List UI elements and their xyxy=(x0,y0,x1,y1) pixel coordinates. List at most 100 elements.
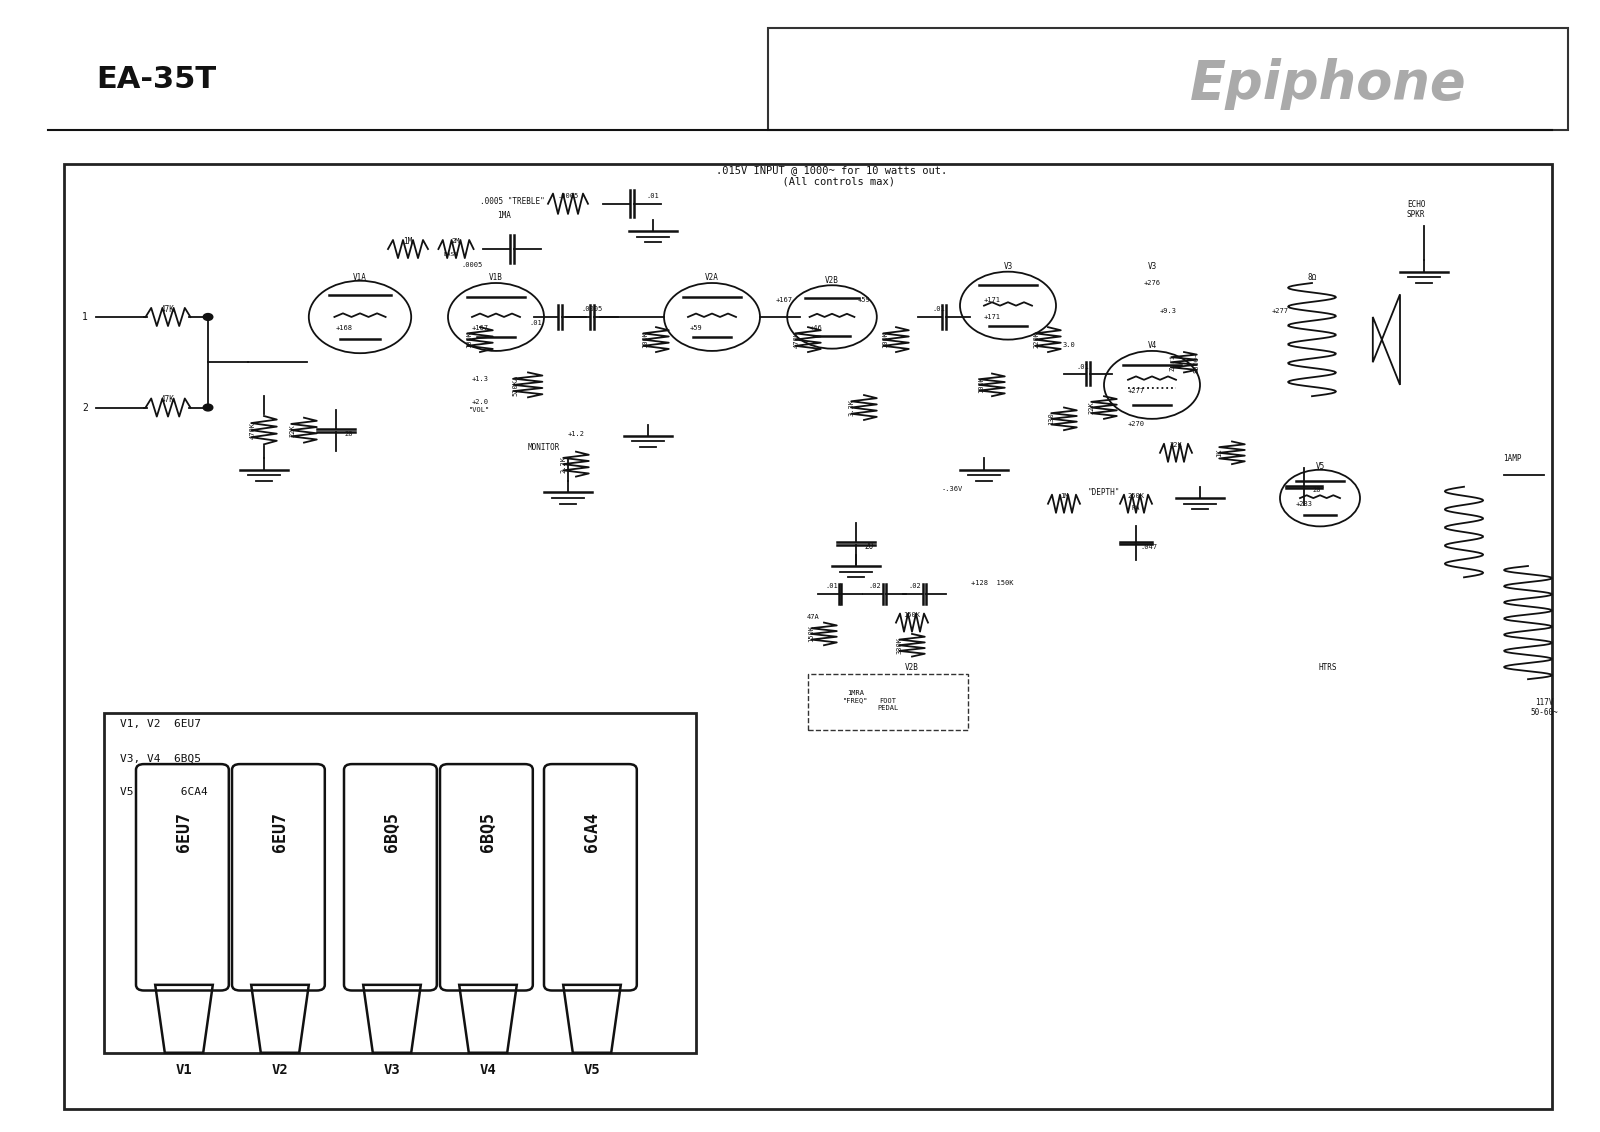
Text: +128  150K: +128 150K xyxy=(971,580,1013,586)
Text: .01: .01 xyxy=(1077,363,1090,370)
Text: +2.0: +2.0 xyxy=(472,398,488,405)
Text: V3: V3 xyxy=(1147,261,1157,271)
Text: 22K: 22K xyxy=(290,423,296,437)
Text: 3.0: 3.0 xyxy=(1062,342,1075,349)
Text: -.36V: -.36V xyxy=(941,486,963,492)
Text: EA-35T: EA-35T xyxy=(96,65,216,94)
Text: +1.3: +1.3 xyxy=(472,376,488,383)
Bar xyxy=(768,28,1568,130)
Text: 6EU7: 6EU7 xyxy=(174,812,194,852)
Text: +171: +171 xyxy=(984,297,1000,303)
Text: 470K: 470K xyxy=(250,421,256,439)
Text: 2M: 2M xyxy=(451,238,461,245)
Text: V5: V5 xyxy=(584,1063,600,1077)
Text: .0005: .0005 xyxy=(557,192,579,199)
Text: 470K: 470K xyxy=(794,331,800,349)
Text: 100K: 100K xyxy=(642,331,648,349)
Text: 130: 130 xyxy=(1048,412,1054,426)
Text: +277: +277 xyxy=(1272,308,1288,315)
Text: 20: 20 xyxy=(864,542,874,551)
Text: 22K: 22K xyxy=(1088,401,1094,414)
Text: V3, V4  6BQ5: V3, V4 6BQ5 xyxy=(120,754,202,763)
FancyBboxPatch shape xyxy=(544,764,637,990)
Text: .02: .02 xyxy=(909,583,922,590)
Text: BASS: BASS xyxy=(443,252,459,257)
Text: V1, V2  6EU7: V1, V2 6EU7 xyxy=(120,720,202,729)
Text: +270: +270 xyxy=(1128,421,1144,428)
Text: +168: +168 xyxy=(336,325,352,332)
Text: 1MA: 1MA xyxy=(498,211,510,220)
Text: .02: .02 xyxy=(869,583,882,590)
Text: .0005 "TREBLE": .0005 "TREBLE" xyxy=(480,197,544,206)
Text: +46: +46 xyxy=(810,325,822,332)
Text: V1B: V1B xyxy=(490,273,502,282)
Text: V3: V3 xyxy=(384,1063,400,1077)
Text: 20: 20 xyxy=(344,430,354,437)
Text: .0005: .0005 xyxy=(581,306,603,312)
Bar xyxy=(104,713,696,1053)
FancyBboxPatch shape xyxy=(136,764,229,990)
Bar xyxy=(808,674,968,730)
Text: .01: .01 xyxy=(933,306,946,312)
Text: 150K: 150K xyxy=(808,625,814,643)
Text: 47K: 47K xyxy=(162,305,174,314)
FancyBboxPatch shape xyxy=(344,764,437,990)
Text: 6BQ5: 6BQ5 xyxy=(478,812,498,852)
Text: 100K: 100K xyxy=(466,331,472,349)
Text: +167: +167 xyxy=(472,325,488,332)
Text: Epiphone: Epiphone xyxy=(1190,58,1466,110)
Text: "VOL": "VOL" xyxy=(469,406,491,413)
Text: +167: +167 xyxy=(776,297,792,303)
Text: 1M: 1M xyxy=(1059,492,1069,499)
Text: 220K: 220K xyxy=(1034,331,1040,349)
Text: +1.2: +1.2 xyxy=(568,430,584,437)
Text: .01: .01 xyxy=(826,583,838,590)
Text: 2: 2 xyxy=(82,403,88,412)
Text: ECHO
SPKR: ECHO SPKR xyxy=(1406,199,1426,220)
Text: 2.2K: 2.2K xyxy=(560,455,566,473)
Text: V4: V4 xyxy=(1147,341,1157,350)
Text: +276: +276 xyxy=(1144,280,1160,286)
Text: .01: .01 xyxy=(530,319,542,326)
Text: V4: V4 xyxy=(480,1063,496,1077)
Text: 6CA4: 6CA4 xyxy=(582,812,602,852)
Text: 6BQ5: 6BQ5 xyxy=(382,812,402,852)
Text: .01: .01 xyxy=(646,192,659,199)
Text: 3.3K: 3.3K xyxy=(848,398,854,417)
Bar xyxy=(64,164,1552,1109)
FancyBboxPatch shape xyxy=(440,764,533,990)
Text: 20: 20 xyxy=(1312,487,1322,494)
Text: 1M: 1M xyxy=(403,237,413,246)
Circle shape xyxy=(203,314,213,320)
Text: Zpri: Zpri xyxy=(1170,353,1176,371)
Text: V2B: V2B xyxy=(826,276,838,285)
Text: 330K: 330K xyxy=(896,636,902,654)
Text: 117V
50-60~: 117V 50-60~ xyxy=(1530,697,1558,718)
Text: FOOT
PEDAL: FOOT PEDAL xyxy=(877,697,899,711)
Text: MONITOR: MONITOR xyxy=(528,443,560,452)
Text: +9.3: +9.3 xyxy=(1160,308,1176,315)
Text: 1K: 1K xyxy=(1216,448,1222,457)
Text: +59: +59 xyxy=(690,325,702,332)
Text: V3: V3 xyxy=(1003,261,1013,271)
Text: V1A: V1A xyxy=(354,273,366,282)
Text: 150K: 150K xyxy=(904,611,920,618)
Text: 1AMP: 1AMP xyxy=(1502,454,1522,463)
Text: 47K: 47K xyxy=(162,395,174,404)
Text: 1MRA
"FREQ": 1MRA "FREQ" xyxy=(843,689,869,703)
Text: "DEPTH": "DEPTH" xyxy=(1088,488,1120,497)
Text: 100K: 100K xyxy=(882,331,888,349)
Text: +283: +283 xyxy=(1296,500,1312,507)
Text: V2: V2 xyxy=(272,1063,288,1077)
Text: +59: +59 xyxy=(858,297,870,303)
Text: .047: .047 xyxy=(1141,543,1157,550)
Text: 8Ω: 8Ω xyxy=(1307,273,1317,282)
Text: 100K: 100K xyxy=(978,376,984,394)
Text: V5: V5 xyxy=(1315,462,1325,471)
Text: 250K: 250K xyxy=(1128,492,1144,499)
Text: .015V INPUT @ 1000~ for 10 watts out.
  (All controls max): .015V INPUT @ 1000~ for 10 watts out. (A… xyxy=(717,164,947,187)
Text: 22K: 22K xyxy=(1170,441,1182,448)
Text: 1: 1 xyxy=(82,312,88,321)
Text: +171: +171 xyxy=(984,314,1000,320)
Text: V5       6CA4: V5 6CA4 xyxy=(120,788,208,797)
